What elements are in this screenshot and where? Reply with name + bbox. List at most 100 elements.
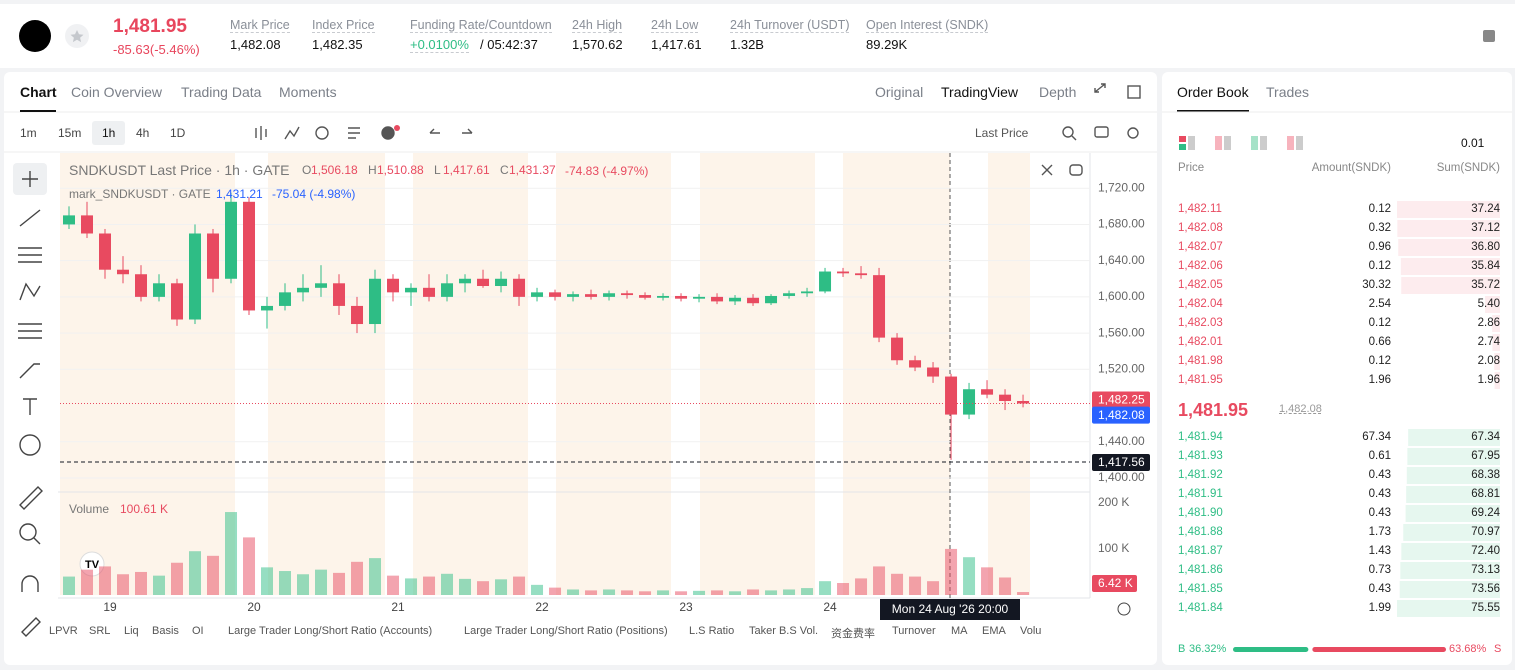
view-tab[interactable]: Depth [1039,84,1077,100]
indicator[interactable]: Large Trader Long/Short Ratio (Positions… [464,625,668,637]
indicator[interactable]: 资金费率 [831,628,875,640]
indicator[interactable]: OI [192,625,204,637]
tv-logo-text: TV [85,559,100,571]
interval[interactable]: 4h [136,126,150,140]
candle-body [117,269,130,275]
book-sum: 68.38 [1471,469,1500,481]
volume-bar [891,573,904,595]
candle-body [369,278,382,325]
ohlc-value: 1,506.18 [311,163,358,177]
book-last-price: 1,481.95 [1178,400,1249,420]
volume-bar [549,587,562,595]
price-type[interactable]: Last Price [975,126,1029,140]
volume-bar [927,581,940,595]
volume-bar [765,590,778,595]
candle-body [567,294,580,297]
indicator[interactable]: L.S Ratio [689,625,735,637]
indicator[interactable]: Taker B.S Vol. [749,625,819,637]
indicator[interactable]: SRL [89,625,111,637]
volume-bar [279,571,292,595]
indicator[interactable]: Volu [1020,625,1042,637]
stat-value: +0.0100% [410,37,469,53]
interval[interactable]: 1m [20,126,37,140]
indicator[interactable]: Turnover [892,625,936,637]
volume-marker [1092,575,1137,593]
volume-bar [621,590,634,595]
book-amount: 0.43 [1368,469,1391,481]
book-tab[interactable]: Order Book [1177,84,1249,100]
view-tab[interactable]: Original [875,84,924,100]
y-tick-label: 1,440.00 [1098,434,1145,448]
book-sum: 35.84 [1471,260,1500,272]
volume-bar [531,584,544,595]
interval[interactable]: 15m [58,126,82,140]
volume-bar [387,575,400,595]
depth-bar [1407,448,1500,465]
book-sum: 2.74 [1477,336,1500,348]
candle-body [603,293,616,297]
chart-tab[interactable]: Chart [20,84,57,100]
book-price: 1,481.90 [1178,507,1223,519]
tick-size[interactable]: 0.01 [1461,136,1485,150]
interval[interactable]: 1h [102,126,116,140]
book-price: 1,482.03 [1178,317,1223,329]
depth-bar [1397,201,1500,218]
indicator[interactable]: Liq [124,625,139,637]
book-tab[interactable]: Trades [1266,84,1310,100]
book-amount: 0.43 [1368,488,1391,500]
book-amount: 0.96 [1368,241,1391,253]
chart-tab[interactable]: Trading Data [181,84,262,100]
y-tick-label: 1,720.00 [1098,180,1145,194]
candle-body [909,360,922,368]
indicator[interactable]: MA [951,625,968,637]
view-tab[interactable]: TradingView [941,84,1019,100]
chart-tab[interactable]: Moments [279,84,337,100]
interval[interactable]: 1D [170,126,186,140]
crosshair-time: Mon 24 Aug '26 20:00 [880,599,1020,620]
settings-icon[interactable] [1117,602,1131,616]
candle-body [765,295,778,304]
volume-bar [981,567,994,595]
book-amount: 1.43 [1368,545,1391,557]
coin-logo[interactable] [19,20,51,52]
x-tick-label: 20 [247,600,261,614]
volume-bar [729,591,742,595]
stat-value: 1,417.61 [651,37,702,52]
book-icon[interactable] [1483,30,1495,42]
volume-bar [297,574,310,595]
ohlc-key: H [368,163,377,177]
book-header: Amount(SNDK) [1311,162,1391,174]
candle-body [855,273,868,276]
candle-body [837,271,850,274]
candle-body [351,305,364,325]
candle-body [63,215,76,225]
book-price: 1,482.08 [1178,222,1223,234]
y-tick-label: 1,680.00 [1098,217,1145,231]
book-view-icons[interactable] [1179,136,1303,150]
book-amount: 0.73 [1368,564,1391,576]
candle-body [279,292,292,306]
candle-body [387,278,400,293]
indicator[interactable]: Large Trader Long/Short Ratio (Accounts) [228,625,433,637]
book-price: 1,481.84 [1178,602,1223,614]
book-header: Price [1178,162,1205,174]
drawing-tools[interactable] [13,163,47,637]
volume-bar [207,555,220,595]
buy-ratio-bar [1233,647,1309,652]
price-marker-label: 1,482.25 [1098,393,1145,407]
y-tick-label: 1,560.00 [1098,325,1145,339]
book-sum: 5.40 [1477,298,1500,310]
toolbar-icons[interactable] [255,83,1141,176]
chart-tab[interactable]: Coin Overview [71,84,163,100]
indicator[interactable]: Basis [152,625,179,637]
indicator[interactable]: LPVR [49,625,78,637]
stat-label: Mark Price [230,18,290,33]
candle-body [585,294,598,297]
indicator[interactable]: EMA [982,625,1006,637]
volume-bar [243,537,256,595]
ohlc-key: C [500,163,509,177]
volume-tick-label: 200 K [1098,495,1129,509]
volume-bar [513,576,526,595]
